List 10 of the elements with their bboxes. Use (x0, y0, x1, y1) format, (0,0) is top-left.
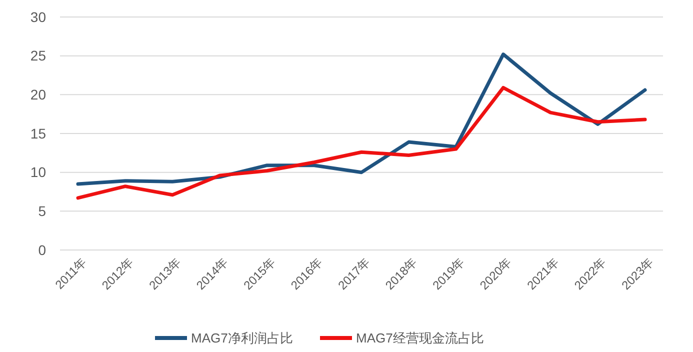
y-tick-label: 25 (30, 48, 46, 64)
y-tick-label: 5 (38, 203, 46, 220)
y-tick-label: 20 (30, 86, 46, 103)
legend-label: MAG7净利润占比 (191, 330, 293, 346)
y-tick-label: 30 (30, 8, 46, 25)
y-tick-label: 10 (30, 164, 46, 180)
line-series (76, 86, 647, 200)
y-tick-label: 0 (38, 242, 46, 258)
legend-label: MAG7经营现金流占比 (356, 330, 484, 346)
y-tick-label: 15 (30, 125, 46, 142)
